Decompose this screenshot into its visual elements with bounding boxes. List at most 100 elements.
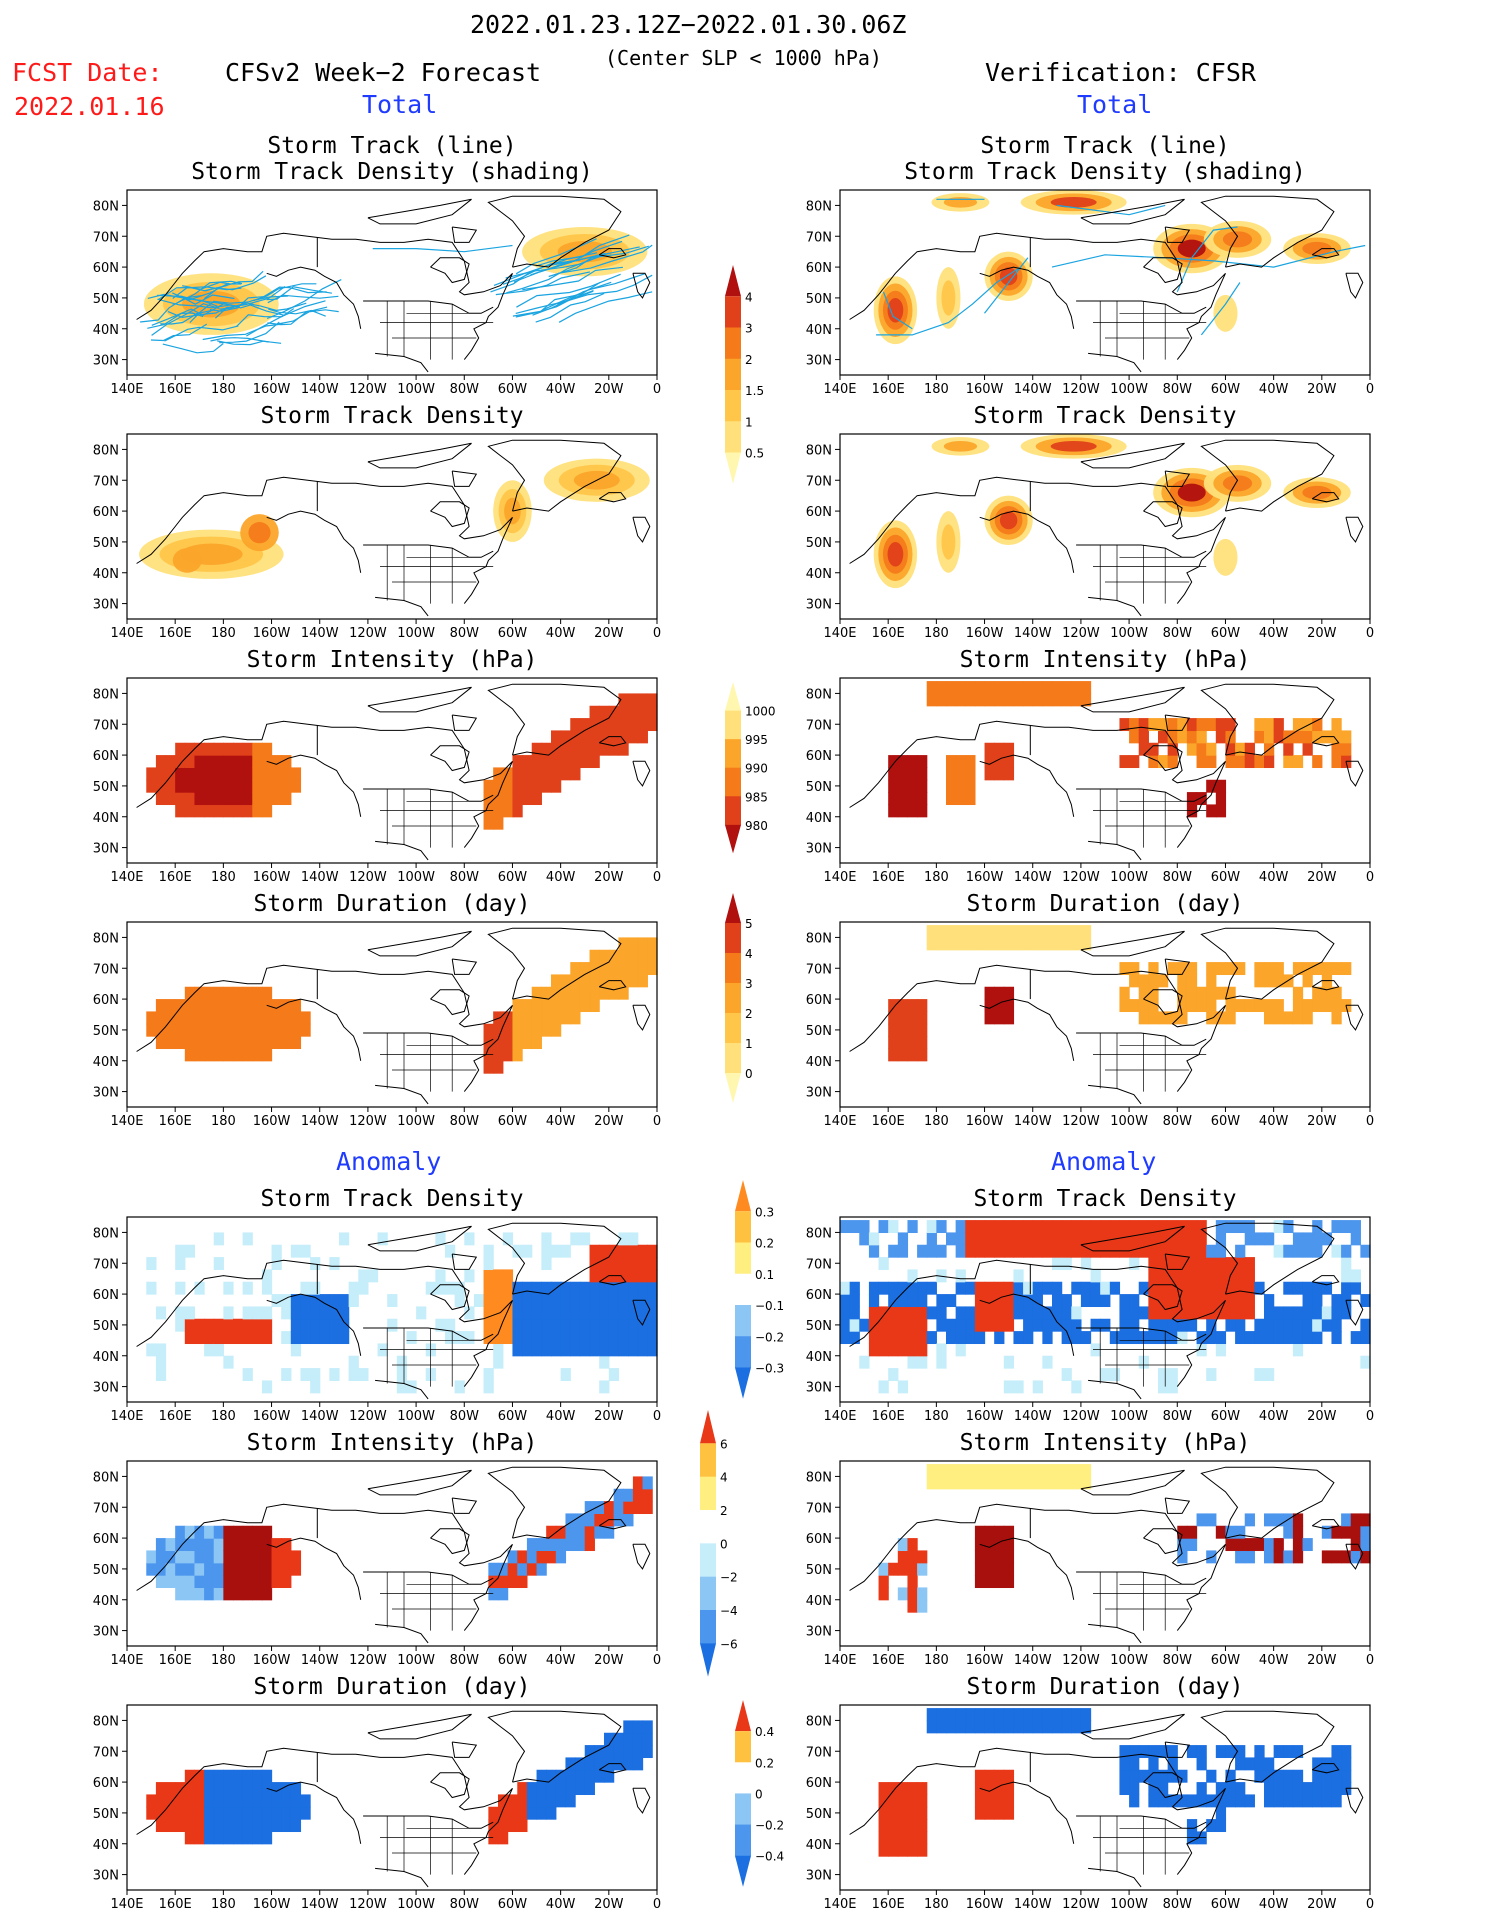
grid-cell — [1080, 1294, 1092, 1308]
grid-cell — [1254, 974, 1265, 988]
grid-cell — [1090, 1281, 1101, 1295]
coastline — [430, 501, 470, 528]
right-total-label: Total — [1077, 90, 1153, 119]
grid-cell — [1158, 1011, 1169, 1025]
lon-label: 40W — [1259, 1653, 1289, 1668]
grid-cell — [1061, 1476, 1072, 1490]
grid-cell — [917, 1318, 928, 1332]
colorbar-segment — [725, 1043, 741, 1074]
grid-cell — [628, 1343, 639, 1357]
grid-cell — [1196, 1306, 1207, 1320]
grid-cell — [579, 986, 591, 1000]
lon-label: 100W — [397, 1897, 435, 1912]
colorbar-label: −0.3 — [755, 1362, 784, 1376]
grid-cell — [261, 1525, 273, 1539]
grid-cell — [184, 1318, 196, 1332]
grid-cell — [155, 1806, 167, 1820]
grid-cell — [1196, 999, 1207, 1013]
grid-cell — [994, 999, 1005, 1013]
grid-cell — [522, 1011, 533, 1025]
lon-label: 20W — [594, 626, 624, 641]
grid-cell — [271, 755, 282, 769]
grid-cell — [165, 792, 176, 806]
grid-cell — [1032, 1708, 1043, 1722]
grid-cell — [261, 1575, 273, 1589]
grid-cell — [946, 779, 957, 793]
coastline — [367, 686, 472, 713]
grid-cell — [416, 1306, 427, 1320]
grid-cell — [223, 767, 234, 781]
grid-cell — [1148, 974, 1159, 988]
grid-cell — [888, 1806, 899, 1820]
grid-cell — [213, 742, 224, 756]
coastline — [632, 1543, 651, 1570]
grid-cell — [1032, 1720, 1043, 1734]
grid-cell — [608, 1244, 620, 1258]
lat-label: 60N — [806, 505, 832, 520]
grid-cell — [300, 1794, 311, 1808]
grid-cell — [1341, 1550, 1352, 1564]
grid-cell — [907, 1269, 918, 1283]
grid-cell — [584, 1769, 595, 1783]
grid-cell — [1273, 718, 1284, 732]
grid-cell — [1360, 1525, 1371, 1539]
grid-cell — [1167, 1794, 1178, 1808]
lon-label: 160E — [159, 1114, 192, 1129]
grid-cell — [1090, 1232, 1101, 1246]
coastline — [1311, 1519, 1340, 1530]
grid-cell — [233, 767, 244, 781]
border-line — [1088, 1379, 1142, 1400]
grid-cell — [517, 1562, 528, 1576]
grid-cell — [493, 1281, 504, 1295]
grid-cell — [1013, 1306, 1024, 1320]
grid-cell — [955, 1281, 966, 1295]
grid-cell — [618, 693, 629, 707]
grid-cell — [917, 1355, 928, 1369]
grid-cell — [994, 1538, 1005, 1552]
grid-cell — [604, 1525, 615, 1539]
title-intensity-right: Storm Intensity (hPa) — [959, 647, 1251, 673]
lon-label: 40W — [546, 870, 576, 885]
grid-cell — [1215, 1011, 1227, 1025]
grid-cell — [204, 1769, 215, 1783]
grid-cell — [618, 1343, 629, 1357]
grid-cell — [946, 1476, 957, 1490]
grid-cell — [637, 1269, 648, 1283]
grid-cell — [618, 1257, 629, 1271]
grid-cell — [1061, 1331, 1072, 1345]
grid-cell — [1331, 730, 1342, 744]
grid-cell — [261, 1806, 273, 1820]
grid-cell — [1312, 1794, 1323, 1808]
grid-cell — [233, 804, 244, 818]
grid-cell — [493, 1269, 504, 1283]
grid-cell — [859, 1232, 870, 1246]
grid-cell — [1321, 1794, 1333, 1808]
grid-cell — [512, 1244, 523, 1258]
colorbar-label: 985 — [745, 790, 768, 804]
grid-cell — [454, 1331, 465, 1345]
coastline — [1143, 1528, 1183, 1555]
grid-cell — [155, 1794, 167, 1808]
lat-label: 30N — [93, 1381, 119, 1396]
grid-cell — [1042, 1464, 1053, 1478]
grid-cell — [936, 1476, 947, 1490]
grid-cell — [522, 1318, 533, 1332]
coastline — [266, 998, 362, 1061]
lat-label: 70N — [93, 230, 119, 245]
grid-cell — [1158, 1380, 1169, 1394]
grid-cell — [155, 779, 167, 793]
grid-cell — [502, 1269, 514, 1283]
grid-cell — [165, 1550, 176, 1564]
grid-cell — [271, 1806, 282, 1820]
title-track-shading-right: Storm Track Density (shading) — [904, 159, 1306, 185]
grid-cell — [1167, 1269, 1178, 1283]
grid-cell — [194, 1819, 205, 1833]
grid-cell — [1129, 755, 1140, 769]
grid-cell — [907, 1306, 918, 1320]
grid-cell — [878, 1380, 889, 1394]
map-outline — [136, 1466, 651, 1644]
grid-cell — [223, 742, 234, 756]
grid-cell — [994, 1806, 1005, 1820]
grid-cell — [310, 1318, 321, 1332]
grid-cell — [1148, 718, 1159, 732]
